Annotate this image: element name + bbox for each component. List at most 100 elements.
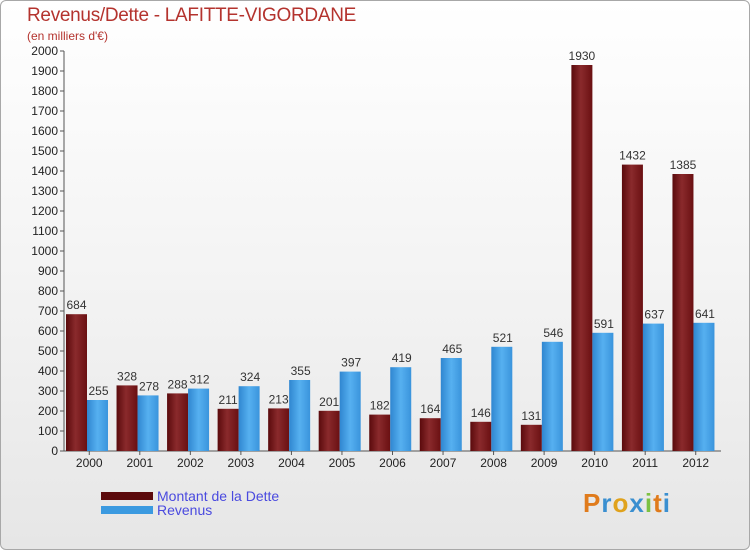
bar-dette <box>66 314 87 451</box>
y-tick-label: 1700 <box>31 104 58 118</box>
data-label-revenus: 465 <box>442 342 462 356</box>
bar-dette <box>217 408 239 451</box>
data-label-dette: 684 <box>66 298 86 312</box>
y-tick-label: 700 <box>38 304 58 318</box>
y-tick-label: 400 <box>38 364 58 378</box>
logo-letter: i <box>644 488 654 518</box>
y-tick-label: 500 <box>38 344 58 358</box>
data-label-dette: 1432 <box>619 149 646 163</box>
data-label-dette: 1385 <box>670 158 697 172</box>
bar-revenus <box>238 386 260 451</box>
data-label-revenus: 521 <box>493 331 513 345</box>
bar-revenus <box>188 388 210 451</box>
bar-revenus <box>339 371 361 451</box>
bar-revenus <box>592 332 614 451</box>
data-label-revenus: 255 <box>88 384 108 398</box>
data-label-dette: 131 <box>521 409 541 423</box>
legend-swatch-dette <box>101 492 153 500</box>
x-tick-label: 2000 <box>76 456 103 470</box>
bar-revenus <box>491 346 513 451</box>
bar-dette <box>268 408 290 451</box>
legend-item-revenus: Revenus <box>101 502 213 518</box>
data-label-revenus: 591 <box>594 317 614 331</box>
bar-dette <box>470 421 492 451</box>
y-tick-label: 1500 <box>31 144 58 158</box>
logo-letter: x <box>629 488 645 518</box>
data-label-dette: 146 <box>471 406 491 420</box>
bar-dette <box>621 164 643 451</box>
y-tick-label: 1300 <box>31 184 58 198</box>
data-label-revenus: 278 <box>139 379 159 393</box>
data-label-revenus: 324 <box>240 370 260 384</box>
bar-revenus <box>87 400 108 451</box>
y-tick-label: 1200 <box>31 204 58 218</box>
bar-dette <box>419 418 441 451</box>
legend-swatch-revenus <box>101 506 153 514</box>
x-tick-label: 2008 <box>480 456 507 470</box>
legend-label-dette: Montant de la Dette <box>157 488 280 504</box>
y-tick-label: 900 <box>38 264 58 278</box>
x-tick-label: 2007 <box>430 456 457 470</box>
data-label-dette: 211 <box>219 393 238 407</box>
legend-label-revenus: Revenus <box>157 502 213 518</box>
logo-letter: P <box>583 488 602 518</box>
bar-revenus <box>440 358 462 451</box>
data-label-revenus: 355 <box>291 364 311 378</box>
y-tick-label: 2000 <box>31 44 58 58</box>
bar-revenus <box>390 367 412 451</box>
x-tick-label: 2001 <box>126 456 153 470</box>
y-tick-label: 200 <box>38 404 58 418</box>
y-tick-label: 1800 <box>31 84 58 98</box>
y-tick-label: 1400 <box>31 164 58 178</box>
bar-revenus <box>137 395 159 451</box>
y-tick-label: 1000 <box>31 244 58 258</box>
bar-revenus <box>541 341 563 451</box>
bar-dette <box>520 424 542 451</box>
data-label-revenus: 641 <box>695 307 715 321</box>
data-label-revenus: 312 <box>190 373 210 387</box>
y-tick-label: 800 <box>38 284 58 298</box>
data-label-dette: 1930 <box>569 49 596 63</box>
x-tick-label: 2009 <box>531 456 558 470</box>
y-tick-label: 0 <box>51 444 58 458</box>
x-tick-label: 2010 <box>581 456 608 470</box>
x-tick-label: 2005 <box>329 456 356 470</box>
data-label-dette: 201 <box>319 395 339 409</box>
chart-title: Revenus/Dette - LAFITTE-VIGORDANE <box>27 5 357 26</box>
data-label-revenus: 419 <box>392 351 412 365</box>
bar-revenus <box>642 323 664 451</box>
bar-dette <box>571 65 593 451</box>
data-label-revenus: 637 <box>644 308 664 322</box>
bar-dette <box>167 393 189 451</box>
chart-subtitle: (en milliers d'€) <box>27 29 108 43</box>
bar-dette <box>369 414 391 451</box>
x-tick-label: 2012 <box>682 456 709 470</box>
legend-item-dette: Montant de la Dette <box>101 488 280 504</box>
y-tick-label: 100 <box>38 424 58 438</box>
x-tick-label: 2011 <box>632 456 658 470</box>
data-label-dette: 288 <box>168 377 188 391</box>
logo-letter: t <box>653 488 663 518</box>
logo-letter: o <box>612 488 630 518</box>
bars <box>66 65 715 451</box>
x-tick-label: 2004 <box>278 456 305 470</box>
data-label-dette: 213 <box>269 392 289 406</box>
y-tick-label: 1100 <box>32 224 58 238</box>
data-label-dette: 182 <box>370 399 390 413</box>
x-tick-label: 2002 <box>177 456 204 470</box>
data-label-revenus: 397 <box>341 356 361 370</box>
data-label-dette: 328 <box>117 369 137 383</box>
data-label-dette: 164 <box>420 402 440 416</box>
logo-letter: i <box>662 488 671 518</box>
bar-dette <box>318 410 340 451</box>
bar-revenus <box>289 380 311 451</box>
logo-letter: r <box>601 488 613 518</box>
y-tick-label: 1900 <box>31 64 58 78</box>
proxiti-logo: Proxiti <box>583 488 671 519</box>
x-tick-label: 2006 <box>379 456 406 470</box>
bar-dette <box>672 174 694 451</box>
x-tick-label: 2003 <box>228 456 255 470</box>
